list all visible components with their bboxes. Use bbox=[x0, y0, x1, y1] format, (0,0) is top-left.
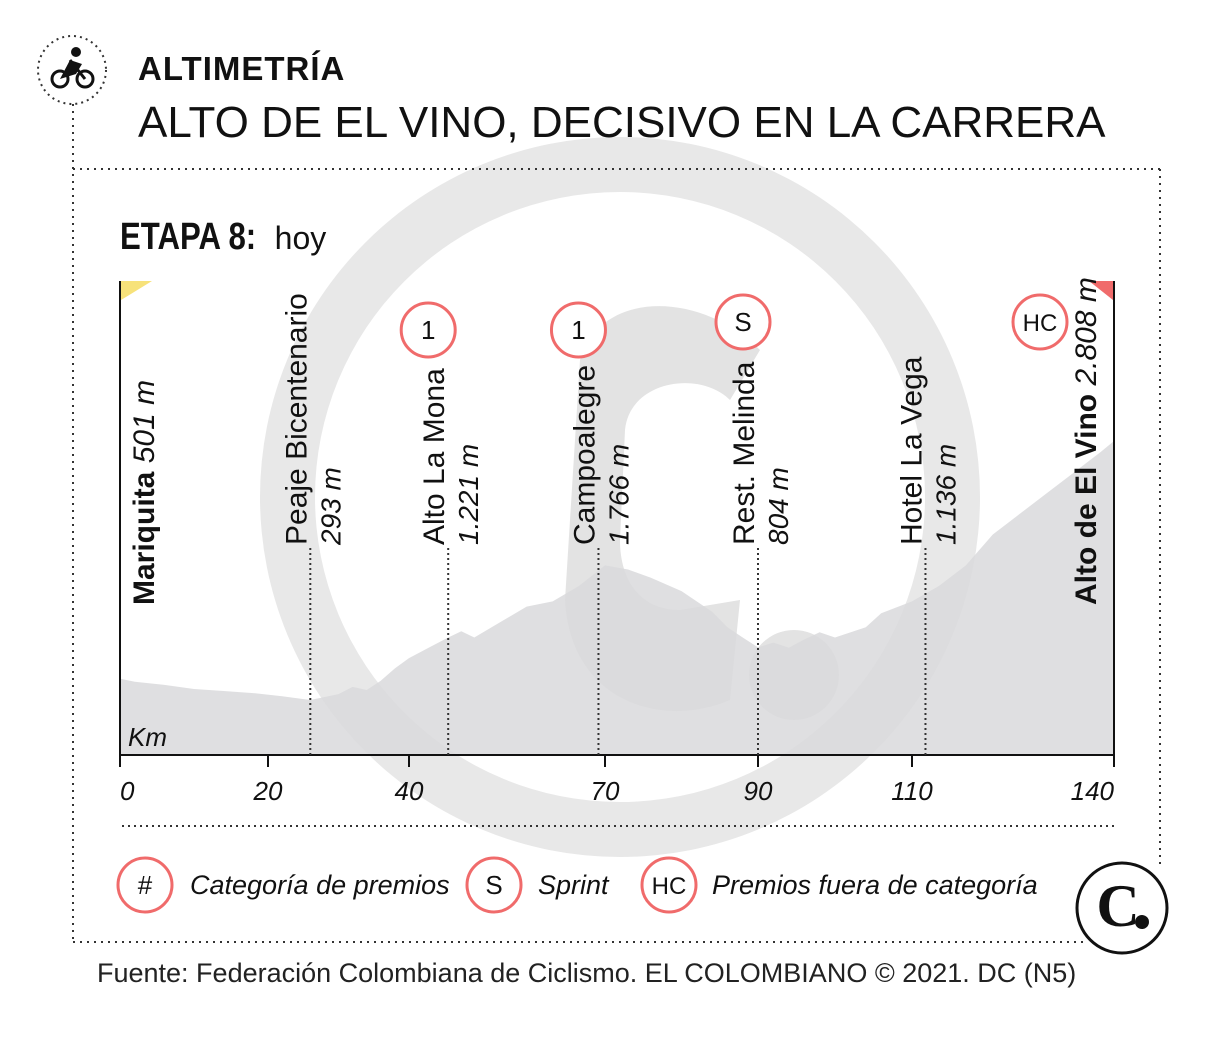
location-label: Campoalegre bbox=[568, 365, 601, 545]
source-note: Fuente: Federación Colombiana de Ciclism… bbox=[97, 958, 1077, 988]
legend-label: Sprint bbox=[538, 870, 610, 900]
x-tick-label: 20 bbox=[253, 776, 283, 806]
x-axis-label: Km bbox=[128, 722, 167, 752]
elevation-profile bbox=[120, 441, 1114, 755]
location-label: Mariquita 501 m bbox=[128, 380, 161, 605]
legend-badge bbox=[465, 856, 523, 914]
x-tick-label: 90 bbox=[744, 776, 773, 806]
x-tick-label: 110 bbox=[891, 776, 933, 806]
legend-symbol: HC bbox=[652, 873, 687, 900]
legend-badge bbox=[640, 856, 698, 914]
location-name: El Vino bbox=[1070, 394, 1103, 495]
el-colombiano-logo: C bbox=[1075, 861, 1169, 955]
location-label: Alto La Mona bbox=[418, 368, 451, 545]
location-name: Campoalegre bbox=[568, 365, 601, 545]
cyclist-icon bbox=[50, 47, 95, 89]
x-tick-label: 140 bbox=[1071, 776, 1115, 806]
stage-number: ETAPA 8: bbox=[120, 216, 257, 258]
svg-text:C: C bbox=[1096, 873, 1139, 939]
x-tick-label: 40 bbox=[395, 776, 424, 806]
kicker: ALTIMETRÍA bbox=[138, 50, 346, 87]
stage-day: hoy bbox=[274, 220, 327, 256]
legend: # Categoría de premios S Sprint HC Premios fu… bbox=[116, 856, 1038, 914]
category-badge bbox=[549, 301, 607, 359]
location-name: Rest. Melinda bbox=[728, 361, 761, 545]
location-label: Rest. Melinda bbox=[728, 361, 761, 545]
legend-symbol: # bbox=[138, 870, 153, 900]
legend-label: Premios fuera de categoría bbox=[712, 870, 1038, 900]
location-name: Hotel La Vega bbox=[895, 356, 928, 545]
location-elevation: 1.221 m bbox=[453, 444, 484, 545]
category-badge-label: HC bbox=[1023, 310, 1058, 337]
location-name: Peaje Bicentenario bbox=[280, 293, 313, 545]
category-badge-label: 1 bbox=[571, 315, 585, 345]
location-elevation: 2.808 m bbox=[1070, 277, 1103, 394]
location-elevation: 501 m bbox=[128, 380, 161, 472]
location-name-prefix: Alto de bbox=[1070, 495, 1103, 605]
x-tick-label: 0 bbox=[120, 776, 135, 806]
x-tick-label: 70 bbox=[591, 776, 620, 806]
start-flag bbox=[121, 281, 152, 300]
headline: ALTO DE EL VINO, DECISIVO EN LA CARRERA bbox=[138, 98, 1106, 147]
location-name: Mariquita bbox=[128, 471, 161, 605]
finish-flag bbox=[1089, 281, 1113, 300]
category-badge bbox=[399, 301, 457, 359]
legend-symbol: S bbox=[485, 870, 502, 900]
location-elevation: 1.766 m bbox=[603, 444, 634, 545]
location-name: Alto La Mona bbox=[418, 368, 451, 545]
category-badge-label: 1 bbox=[421, 315, 435, 345]
category-badge bbox=[714, 293, 772, 351]
location-label: Peaje Bicentenario bbox=[280, 293, 313, 545]
location-label: Hotel La Vega bbox=[895, 356, 928, 545]
category-badge-label: S bbox=[734, 307, 751, 337]
location-elevation: 293 m bbox=[315, 467, 346, 546]
category-badge bbox=[1011, 293, 1069, 351]
location-elevation: 1.136 m bbox=[930, 444, 961, 545]
altimetry-chart: 0 20 40 70 90 110 140 Km Mariquita 501 m Peaje Bi… bbox=[119, 277, 1115, 827]
dotted-frame bbox=[37, 35, 1161, 943]
stage-title: ETAPA 8: hoy bbox=[120, 216, 326, 259]
legend-badge bbox=[116, 856, 174, 914]
location-elevation: 804 m bbox=[763, 467, 794, 545]
legend-label: Categoría de premios bbox=[190, 870, 450, 900]
location-label: Alto de El Vino 2.808 m bbox=[1070, 277, 1103, 605]
